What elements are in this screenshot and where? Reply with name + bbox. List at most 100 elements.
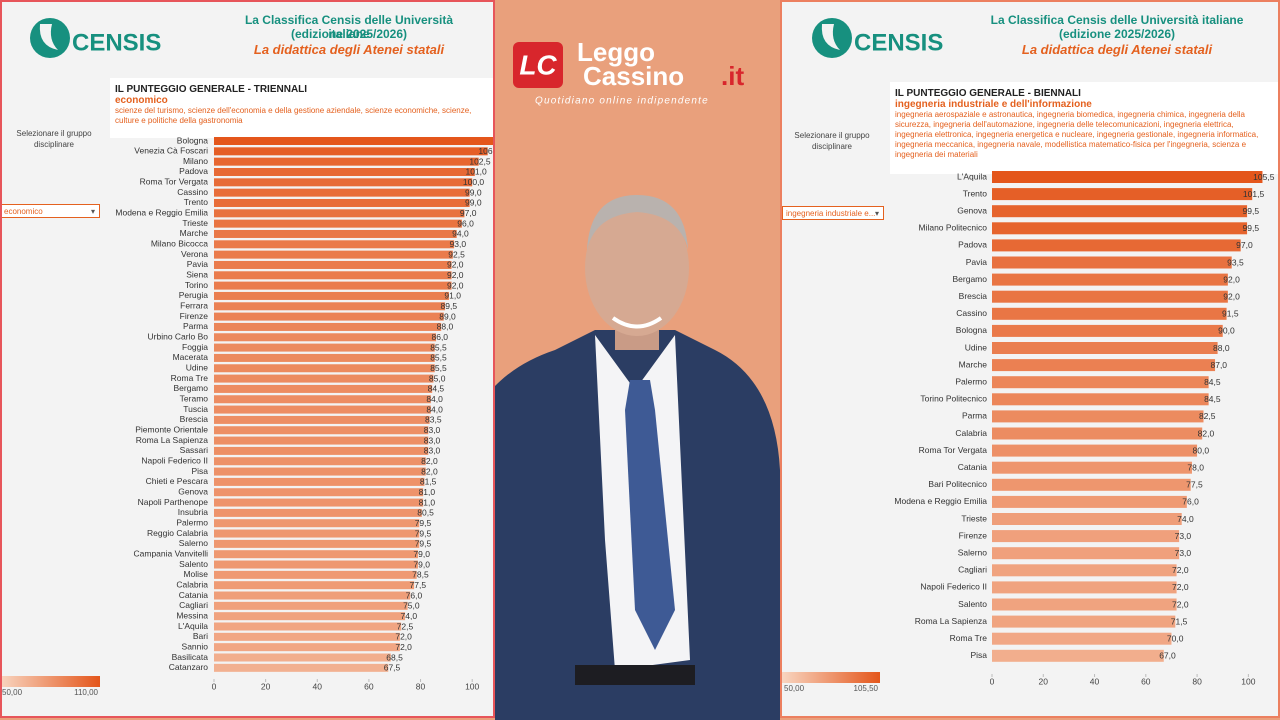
value-label: 73,0 (1175, 548, 1192, 558)
bar (992, 478, 1191, 491)
logo-suffix: .it (721, 61, 744, 91)
bar (214, 157, 479, 166)
value-label: 105,5 (1253, 172, 1275, 182)
value-label: 89,5 (441, 301, 458, 311)
tie (625, 380, 675, 650)
category-label: Brescia (959, 291, 988, 301)
value-label: 99,0 (465, 187, 482, 197)
value-label: 99,0 (465, 198, 482, 208)
chart-description: ingegneria aerospaziale e astronautica, … (895, 110, 1259, 159)
value-label: 72,0 (1172, 599, 1189, 609)
bar (214, 281, 452, 290)
category-label: Napoli Parthenope (138, 497, 209, 507)
value-label: 79,5 (415, 528, 432, 538)
category-label: Sannio (182, 641, 209, 651)
x-tick-label: 0 (212, 681, 217, 691)
bar (992, 205, 1248, 218)
bar (214, 653, 391, 662)
heading: La Classifica Censis delle Università it… (244, 13, 454, 41)
x-tick-label: 40 (313, 681, 323, 691)
bar (992, 188, 1253, 201)
bar (214, 405, 431, 414)
value-label: 101,0 (465, 167, 487, 177)
chart-title: IL PUNTEGGIO GENERALE - BIENNALI (895, 88, 1081, 99)
chart-title: IL PUNTEGGIO GENERALE - TRIENNALI (115, 84, 308, 95)
dropdown[interactable]: ingegneria industriale e... ▾ (782, 206, 884, 220)
logo-word: Leggo (577, 37, 655, 67)
category-label: Cagliari (958, 565, 987, 575)
category-label: Bologna (956, 325, 987, 335)
bar (992, 171, 1263, 183)
category-label: Napoli Federico II (141, 455, 208, 465)
bar (214, 302, 446, 311)
category-label: Roma La Sapienza (136, 435, 209, 445)
bar (214, 271, 452, 280)
bar (214, 384, 433, 393)
value-label: 83,0 (424, 425, 441, 435)
bar (992, 410, 1204, 423)
value-label: 91,5 (1222, 309, 1239, 319)
bar-chart: 50,00 105,50 0 20 40 60 80 100 L'Aquila 105,5 Tren… (782, 171, 1275, 693)
category-label: Cassino (956, 308, 987, 318)
value-label: 99,5 (1243, 206, 1260, 216)
value-label: 100,0 (463, 177, 485, 187)
bar (214, 663, 389, 672)
value-label: 92,0 (1223, 274, 1240, 284)
bar (214, 529, 420, 538)
logo-word: Cassino (583, 61, 684, 91)
bar (992, 239, 1241, 252)
category-label: Brescia (180, 414, 209, 424)
category-label: Foggia (182, 342, 208, 352)
dropdown-arrow: ▾ (90, 207, 95, 216)
category-label: Ferrara (180, 301, 208, 311)
selector-label: Selezionare il gruppo disciplinare (16, 129, 92, 149)
value-label: 72,5 (397, 621, 414, 631)
bar (992, 615, 1176, 628)
title-box: IL PUNTEGGIO GENERALE - TRIENNALI economi… (110, 78, 493, 138)
value-label: 79,0 (413, 549, 430, 559)
category-label: Palermo (176, 517, 208, 527)
bar (992, 427, 1203, 440)
category-label: Salerno (958, 547, 988, 557)
category-label: Modena e Reggio Emilia (894, 496, 987, 506)
bar (214, 353, 435, 362)
value-label: 76,0 (1182, 497, 1199, 507)
value-label: 85,5 (430, 342, 447, 352)
bar (214, 178, 473, 187)
value-label: 77,5 (410, 580, 427, 590)
value-label: 79,5 (415, 518, 432, 528)
center-graphic: LC Leggo Cassino .it Quotidiano online i… (495, 37, 780, 720)
category-label: Padova (958, 240, 987, 250)
value-label: 80,0 (1193, 445, 1210, 455)
value-label: 75,0 (403, 601, 420, 611)
value-label: 81,5 (420, 477, 437, 487)
legend-min: 50,00 (784, 684, 805, 693)
bar (214, 240, 455, 249)
category-label: Catania (179, 590, 209, 600)
bar (214, 467, 426, 476)
value-label: 101,5 (1243, 189, 1265, 199)
category-label: Cassino (177, 187, 208, 197)
category-label: L'Aquila (178, 621, 208, 631)
bar (214, 488, 424, 497)
bar (214, 147, 488, 156)
bar (992, 290, 1228, 303)
category-label: Torino Politecnico (920, 394, 987, 404)
category-label: Reggio Calabria (147, 528, 208, 538)
dropdown[interactable]: economico ▾ (2, 204, 100, 218)
bar (214, 364, 435, 373)
right-panel: CENSIS La Classifica Censis delle Univers… (780, 0, 1280, 718)
category-label: Teramo (180, 394, 209, 404)
value-label: 82,0 (421, 466, 438, 476)
category-label: Verona (181, 249, 208, 259)
category-label: Firenze (959, 530, 988, 540)
x-tick-label: 60 (1141, 676, 1151, 686)
chart-subtitle: economico (115, 95, 168, 106)
value-label: 72,0 (1172, 565, 1189, 575)
bar (214, 395, 431, 404)
bar (992, 376, 1209, 389)
value-label: 92,0 (447, 260, 464, 270)
category-label: Napoli Federico II (920, 582, 987, 592)
category-label: Marche (180, 228, 209, 238)
bar (214, 436, 429, 445)
